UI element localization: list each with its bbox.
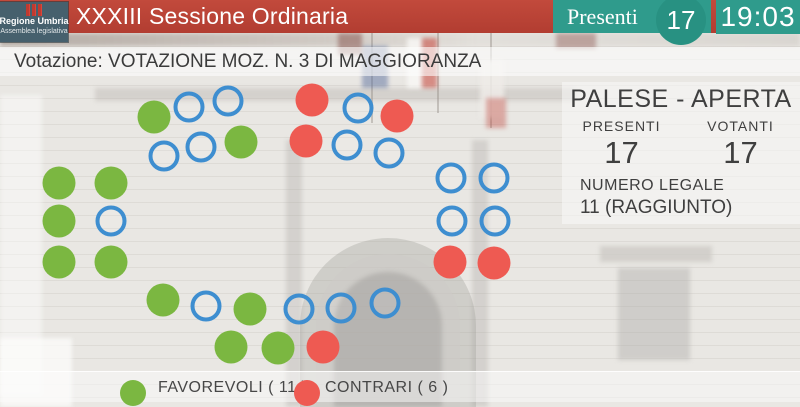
numero-legale-label: NUMERO LEGALE [580, 177, 725, 194]
presenti-value: 17 [604, 135, 639, 170]
contrari-dot-icon [294, 380, 320, 406]
umbria-crest-icon [25, 4, 43, 16]
seat-favorevole [94, 245, 128, 279]
seat-favorevole [146, 283, 180, 317]
votazione-bar: Votazione: VOTAZIONE MOZ. N. 3 DI MAGGIO… [0, 47, 800, 76]
presenti-column-label: PRESENTI [582, 118, 661, 134]
legend-bar: FAVOREVOLI ( 11 ) CONTRARI ( 6 ) [0, 371, 800, 406]
votanti-value: 17 [723, 135, 758, 170]
seat-favorevole [42, 204, 76, 238]
seat-favorevole [261, 331, 295, 365]
right-pilaster-shadow [472, 140, 488, 407]
seat-assente [331, 129, 363, 161]
votanti-column-label: VOTANTI [707, 118, 774, 134]
numero-legale-value: 11 (RAGGIUNTO) [580, 197, 733, 218]
seat-assente [479, 205, 511, 237]
seat-assente [95, 205, 127, 237]
seat-assente [185, 131, 217, 163]
session-title: XXXIII Sessione Ordinaria [76, 3, 349, 29]
logo-text-line2: Assemblea legislativa [0, 28, 68, 35]
seat-favorevole [224, 125, 258, 159]
seat-assente [478, 162, 510, 194]
presenti-cell: PRESENTI 17 [562, 118, 681, 171]
seat-favorevole [214, 330, 248, 364]
seat-assente [373, 137, 405, 169]
red-flag [486, 98, 506, 128]
vote-info-panel: PALESE - APERTA PRESENTI 17 VOTANTI 17 N… [562, 82, 800, 224]
favorevoli-dot-icon [120, 380, 146, 406]
seat-assente [148, 140, 180, 172]
seat-favorevole [137, 100, 171, 134]
seat-contrario [306, 330, 340, 364]
regione-umbria-logo: Regione Umbria Assemblea legislativa [0, 2, 69, 42]
seat-favorevole [94, 166, 128, 200]
seat-favorevole [233, 292, 267, 326]
seat-assente [190, 290, 222, 322]
presenti-label: Presenti [567, 4, 638, 29]
logo-text-line1: Regione Umbria [0, 16, 69, 26]
contrari-label: CONTRARI ( 6 ) [325, 379, 449, 396]
window-pediment [600, 246, 712, 262]
seat-assente [342, 92, 374, 124]
seat-contrario [380, 99, 414, 133]
balcony-shadow-band [0, 33, 800, 46]
furled-flag [556, 33, 596, 49]
seat-favorevole [42, 166, 76, 200]
clock: 19:03 [716, 0, 800, 34]
counts-row: PRESENTI 17 VOTANTI 17 [562, 118, 800, 171]
favorevoli-label: FAVOREVOLI ( 11 ) [158, 379, 308, 396]
seat-assente [283, 293, 315, 325]
seat-assente [325, 292, 357, 324]
seat-contrario [433, 245, 467, 279]
presenti-count-circle: 17 [656, 0, 706, 45]
seat-contrario [477, 246, 511, 280]
seat-favorevole [42, 245, 76, 279]
seat-assente [212, 85, 244, 117]
seat-assente [173, 91, 205, 123]
seat-contrario [289, 124, 323, 158]
seat-contrario [295, 83, 329, 117]
window [618, 268, 690, 360]
vote-mode: PALESE - APERTA [570, 85, 792, 113]
votanti-cell: VOTANTI 17 [681, 118, 800, 171]
seat-assente [435, 162, 467, 194]
seat-assente [369, 287, 401, 319]
seat-assente [436, 205, 468, 237]
